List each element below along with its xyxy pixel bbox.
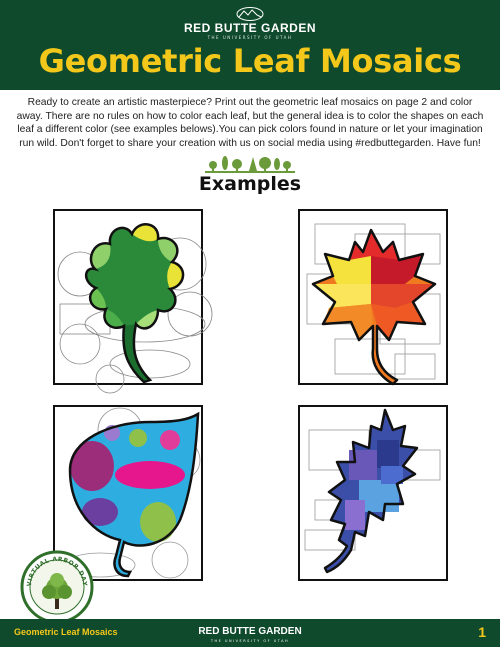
tree-icon	[42, 573, 72, 609]
red-butte-logo-icon	[236, 7, 264, 21]
header-brand-subtitle: THE UNIVERSITY OF UTAH	[207, 35, 293, 40]
purple-blue-leaf-example	[298, 405, 448, 581]
intro-paragraph: Ready to create an artistic masterpiece?…	[16, 97, 484, 149]
orange-maple-leaf-example	[298, 209, 448, 386]
footer-brand-subtitle: THE UNIVERSITY OF UTAH	[210, 639, 290, 643]
footer-brand-name: RED BUTTE GARDEN	[198, 626, 302, 637]
virtual-arbor-day-badge: VIRTUAL ARBOR DAY	[20, 550, 94, 624]
page-title: Geometric Leaf Mosaics	[38, 42, 462, 80]
footer-document-title: Geometric Leaf Mosaics	[14, 627, 118, 637]
page-number: 1	[478, 624, 486, 640]
header-band	[0, 0, 500, 90]
header-brand-name: RED BUTTE GARDEN	[183, 21, 316, 35]
garden-silhouette-icon	[205, 156, 295, 173]
green-oak-leaf-example	[53, 209, 213, 394]
examples-heading: Examples	[198, 173, 302, 195]
footer-band	[0, 619, 500, 647]
blue-pink-leaf-example	[53, 405, 203, 581]
